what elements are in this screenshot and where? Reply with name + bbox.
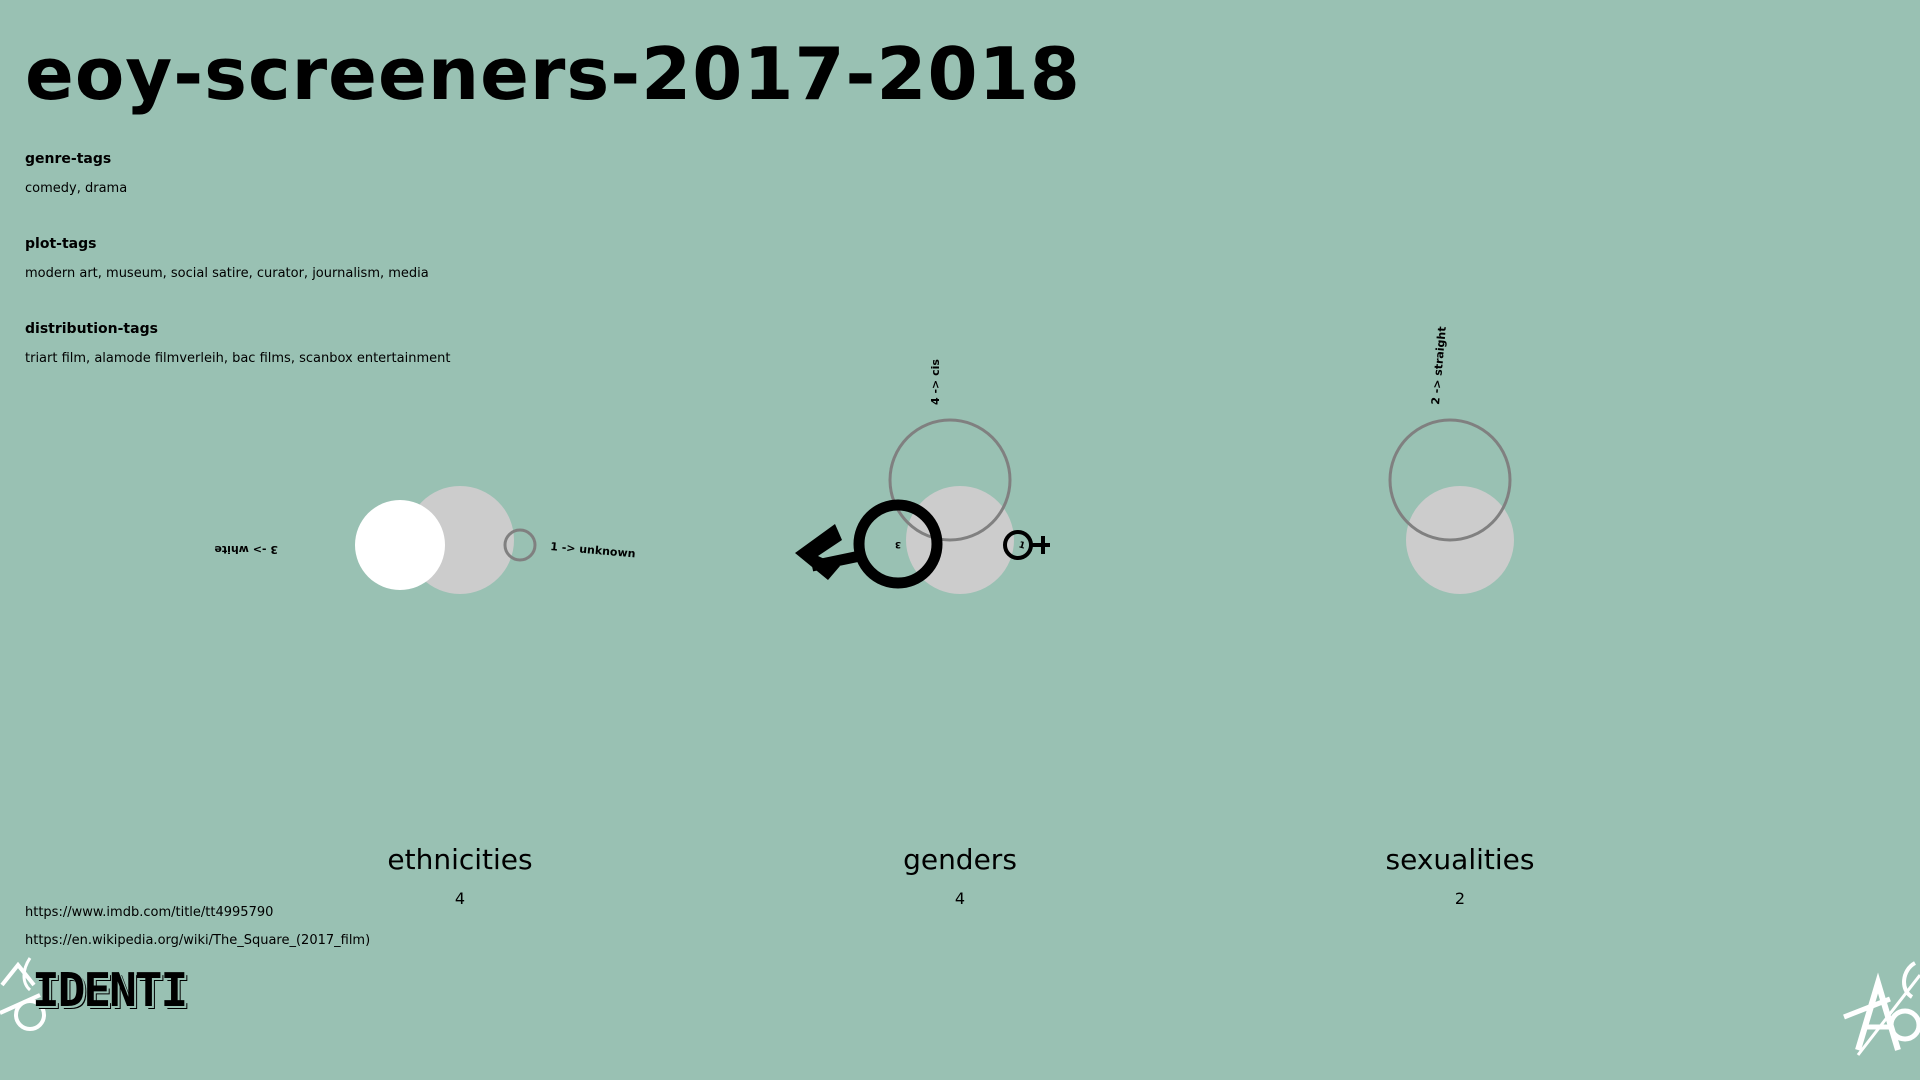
sexualities-straight-label: 2 -> straight <box>1429 326 1449 405</box>
plot-tags-section: plot-tags modern art, museum, social sat… <box>25 235 429 283</box>
male-symbol-icon <box>795 499 943 589</box>
plot-tags-heading: plot-tags <box>25 236 97 252</box>
ethnicities-white-label: 3 -> white <box>214 543 278 556</box>
genre-tags-section: genre-tags comedy, drama <box>25 150 127 198</box>
sexualities-count: 2 <box>1454 889 1466 908</box>
genders-cis-label: 4 -> cis <box>929 359 942 405</box>
ethnicities-caption: ethnicities 4 <box>330 843 590 909</box>
genders-title: genders <box>903 843 1017 876</box>
imdb-link[interactable]: https://www.imdb.com/title/tt4995790 <box>25 905 274 920</box>
ethnicities-viz: 3 -> white 1 -> unknown <box>214 486 636 594</box>
ao-logo-right <box>1820 955 1920 1065</box>
genders-count: 4 <box>954 889 966 908</box>
ethnicities-unknown-circle <box>503 528 537 562</box>
sexualities-viz: 2 -> straight <box>1388 326 1514 594</box>
ethnicities-title: ethnicities <box>387 843 533 876</box>
genders-female-count: 1 <box>1017 540 1026 551</box>
identi-logo-text: IDENTI <box>32 963 188 1017</box>
page-title: eoy-screeners-2017-2018 <box>25 32 1081 116</box>
ao-mark-right-icon <box>1843 961 1920 1056</box>
female-symbol-icon <box>1003 530 1050 560</box>
sexualities-caption: sexualities 2 <box>1330 843 1590 909</box>
plot-tags-values: modern art, museum, social satire, curat… <box>25 266 429 281</box>
ethnicities-white-circle <box>355 500 445 590</box>
ao-mark-left-icon <box>0 957 46 1031</box>
genders-cis-circle <box>888 418 1012 542</box>
identi-logo: IDENTI <box>0 955 200 1065</box>
genre-tags-values: comedy, drama <box>25 181 128 196</box>
genre-tags-heading: genre-tags <box>25 151 112 167</box>
genders-caption: genders 4 <box>830 843 1090 909</box>
sexualities-straight-circle <box>1388 418 1512 542</box>
distribution-tags-values: triart film, alamode filmverleih, bac fi… <box>25 351 451 366</box>
sexualities-title: sexualities <box>1385 843 1535 876</box>
genders-male-count: 3 <box>895 539 901 549</box>
ethnicities-unknown-label: 1 -> unknown <box>550 540 636 560</box>
distribution-tags-heading: distribution-tags <box>25 321 158 337</box>
wikipedia-link[interactable]: https://en.wikipedia.org/wiki/The_Square… <box>25 933 371 948</box>
distribution-tags-section: distribution-tags triart film, alamode f… <box>25 320 450 368</box>
genders-viz: 3 1 4 -> cis <box>795 359 1050 594</box>
ethnicities-count: 4 <box>454 889 466 908</box>
